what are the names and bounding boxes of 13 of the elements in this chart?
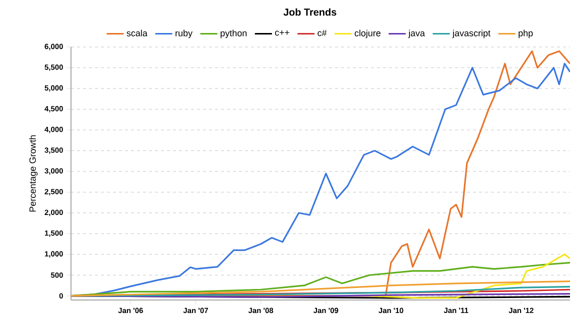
- legend-label: java: [408, 30, 425, 38]
- legend-label: javascript: [452, 30, 490, 38]
- legend-label: php: [518, 30, 533, 38]
- legend-label: c++: [275, 30, 290, 36]
- legend-label: python: [220, 30, 247, 38]
- legend-label: scala: [126, 30, 148, 36]
- line-series: [71, 280, 570, 297]
- legend-label: clojure: [354, 30, 380, 38]
- legend-label: ruby: [176, 30, 193, 38]
- line-series: [368, 254, 570, 299]
- legend-label: c#: [318, 30, 327, 36]
- y-axis-title: Percentage Growth: [29, 135, 38, 212]
- chart-title: Job Trends: [283, 8, 336, 16]
